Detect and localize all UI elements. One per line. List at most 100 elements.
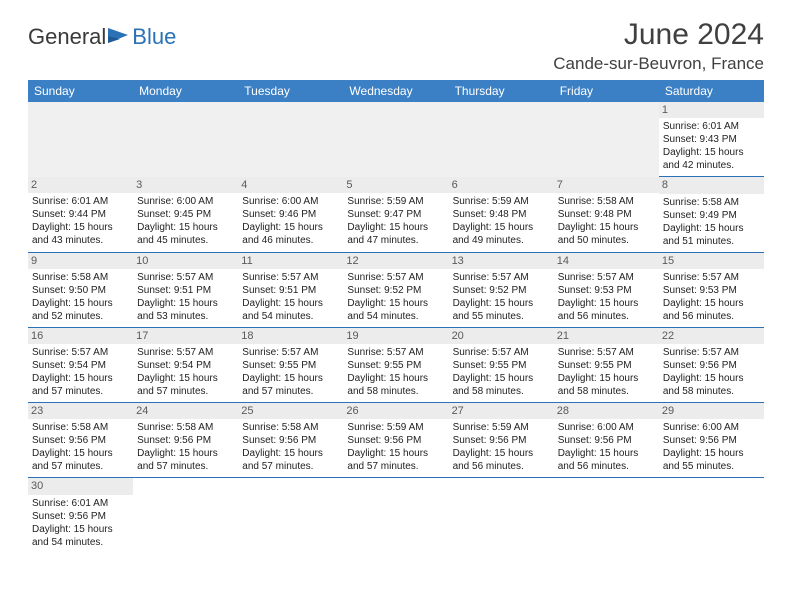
day-number: 17 [133, 328, 238, 344]
cell-sunrise: Sunrise: 5:58 AM [663, 196, 760, 209]
calendar-week-row: 16Sunrise: 5:57 AMSunset: 9:54 PMDayligh… [28, 327, 764, 402]
calendar-cell: 20Sunrise: 5:57 AMSunset: 9:55 PMDayligh… [449, 327, 554, 402]
cell-sunset: Sunset: 9:56 PM [453, 434, 550, 447]
calendar-cell: 29Sunrise: 6:00 AMSunset: 9:56 PMDayligh… [659, 403, 764, 478]
cell-daylight: Daylight: 15 hours and 58 minutes. [663, 372, 760, 398]
calendar-cell [133, 102, 238, 177]
cell-daylight: Daylight: 15 hours and 43 minutes. [32, 221, 129, 247]
cell-sunrise: Sunrise: 5:58 AM [137, 421, 234, 434]
cell-daylight: Daylight: 15 hours and 57 minutes. [137, 372, 234, 398]
cell-daylight: Daylight: 15 hours and 58 minutes. [453, 372, 550, 398]
day-number: 13 [449, 253, 554, 269]
calendar-cell: 17 Sunrise: 5:57 AMSunset: 9:54 PMDayligh… [133, 327, 238, 402]
cell-sunrise: Sunrise: 6:00 AM [242, 195, 339, 208]
calendar-cell: 10 Sunrise: 5:57 AMSunset: 9:51 PMDayligh… [133, 252, 238, 327]
day-number: 8 [659, 177, 764, 193]
day-number: 26 [343, 403, 448, 419]
header: General Blue June 2024 Cande-sur-Beuvron… [28, 18, 764, 74]
calendar-week-row: 23Sunrise: 5:58 AMSunset: 9:56 PMDayligh… [28, 403, 764, 478]
day-number: 25 [238, 403, 343, 419]
logo: General Blue [28, 24, 176, 50]
calendar-cell: 18Sunrise: 5:57 AMSunset: 9:55 PMDayligh… [238, 327, 343, 402]
cell-sunrise: Sunrise: 6:00 AM [663, 421, 760, 434]
calendar-cell: 14Sunrise: 5:57 AMSunset: 9:53 PMDayligh… [554, 252, 659, 327]
cell-sunset: Sunset: 9:43 PM [663, 133, 760, 146]
calendar-cell: 8Sunrise: 5:58 AMSunset: 9:49 PMDaylight… [659, 177, 764, 252]
cell-sunset: Sunset: 9:52 PM [453, 284, 550, 297]
cell-sunset: Sunset: 9:52 PM [347, 284, 444, 297]
day-header: Tuesday [238, 80, 343, 102]
calendar-week-row: 2Sunrise: 6:01 AMSunset: 9:44 PMDaylight… [28, 177, 764, 252]
cell-sunset: Sunset: 9:54 PM [137, 359, 234, 372]
cell-daylight: Daylight: 15 hours and 47 minutes. [347, 221, 444, 247]
cell-sunset: Sunset: 9:51 PM [137, 284, 234, 297]
cell-sunrise: Sunrise: 6:01 AM [663, 120, 760, 133]
cell-sunset: Sunset: 9:51 PM [242, 284, 339, 297]
cell-daylight: Daylight: 15 hours and 56 minutes. [558, 447, 655, 473]
cell-sunset: Sunset: 9:50 PM [32, 284, 129, 297]
cell-daylight: Daylight: 15 hours and 54 minutes. [242, 297, 339, 323]
cell-sunset: Sunset: 9:55 PM [558, 359, 655, 372]
day-number: 1 [659, 102, 764, 118]
cell-sunrise: Sunrise: 5:57 AM [453, 346, 550, 359]
calendar-cell: 12Sunrise: 5:57 AMSunset: 9:52 PMDayligh… [343, 252, 448, 327]
calendar-cell [554, 478, 659, 553]
day-number: 23 [28, 403, 133, 419]
day-number: 2 [28, 177, 133, 193]
day-number: 18 [238, 328, 343, 344]
logo-text-general: General [28, 24, 106, 50]
cell-sunrise: Sunrise: 5:57 AM [453, 271, 550, 284]
cell-sunrise: Sunrise: 5:57 AM [137, 271, 234, 284]
calendar-cell [554, 102, 659, 177]
calendar-cell: 19Sunrise: 5:57 AMSunset: 9:55 PMDayligh… [343, 327, 448, 402]
calendar-cell: 30Sunrise: 6:01 AMSunset: 9:56 PMDayligh… [28, 478, 133, 553]
cell-daylight: Daylight: 15 hours and 58 minutes. [558, 372, 655, 398]
calendar-week-row: 30Sunrise: 6:01 AMSunset: 9:56 PMDayligh… [28, 478, 764, 553]
day-number: 27 [449, 403, 554, 419]
cell-sunrise: Sunrise: 6:00 AM [558, 421, 655, 434]
month-title: June 2024 [553, 18, 764, 52]
cell-sunset: Sunset: 9:56 PM [137, 434, 234, 447]
day-number: 5 [343, 177, 448, 193]
cell-sunrise: Sunrise: 5:59 AM [347, 195, 444, 208]
cell-daylight: Daylight: 15 hours and 49 minutes. [453, 221, 550, 247]
day-header: Monday [133, 80, 238, 102]
calendar-cell [449, 102, 554, 177]
cell-sunrise: Sunrise: 5:57 AM [137, 346, 234, 359]
cell-sunset: Sunset: 9:49 PM [663, 209, 760, 222]
day-number: 20 [449, 328, 554, 344]
cell-sunrise: Sunrise: 5:58 AM [558, 195, 655, 208]
cell-sunset: Sunset: 9:46 PM [242, 208, 339, 221]
day-number: 3 [133, 177, 238, 193]
day-number: 22 [659, 328, 764, 344]
day-header: Wednesday [343, 80, 448, 102]
cell-daylight: Daylight: 15 hours and 53 minutes. [137, 297, 234, 323]
calendar-week-row: 1Sunrise: 6:01 AMSunset: 9:43 PMDaylight… [28, 102, 764, 177]
cell-sunrise: Sunrise: 6:00 AM [137, 195, 234, 208]
calendar-cell: 26Sunrise: 5:59 AMSunset: 9:56 PMDayligh… [343, 403, 448, 478]
day-number: 15 [659, 253, 764, 269]
calendar-cell: 21Sunrise: 5:57 AMSunset: 9:55 PMDayligh… [554, 327, 659, 402]
cell-sunrise: Sunrise: 5:57 AM [242, 271, 339, 284]
cell-daylight: Daylight: 15 hours and 57 minutes. [242, 372, 339, 398]
cell-daylight: Daylight: 15 hours and 55 minutes. [453, 297, 550, 323]
day-number: 10 [133, 253, 238, 269]
calendar-cell: 27Sunrise: 5:59 AMSunset: 9:56 PMDayligh… [449, 403, 554, 478]
cell-daylight: Daylight: 15 hours and 45 minutes. [137, 221, 234, 247]
day-number: 30 [28, 478, 133, 494]
calendar-cell: 24Sunrise: 5:58 AMSunset: 9:56 PMDayligh… [133, 403, 238, 478]
calendar-week-row: 9Sunrise: 5:58 AMSunset: 9:50 PMDaylight… [28, 252, 764, 327]
cell-daylight: Daylight: 15 hours and 46 minutes. [242, 221, 339, 247]
cell-sunrise: Sunrise: 5:58 AM [32, 271, 129, 284]
cell-sunset: Sunset: 9:53 PM [663, 284, 760, 297]
cell-sunset: Sunset: 9:56 PM [558, 434, 655, 447]
calendar-cell [449, 478, 554, 553]
calendar-cell [133, 478, 238, 553]
cell-daylight: Daylight: 15 hours and 58 minutes. [347, 372, 444, 398]
day-number: 29 [659, 403, 764, 419]
calendar-cell: 1Sunrise: 6:01 AMSunset: 9:43 PMDaylight… [659, 102, 764, 177]
cell-daylight: Daylight: 15 hours and 55 minutes. [663, 447, 760, 473]
cell-sunset: Sunset: 9:55 PM [347, 359, 444, 372]
logo-flag-icon [106, 25, 132, 50]
cell-sunrise: Sunrise: 5:57 AM [663, 271, 760, 284]
